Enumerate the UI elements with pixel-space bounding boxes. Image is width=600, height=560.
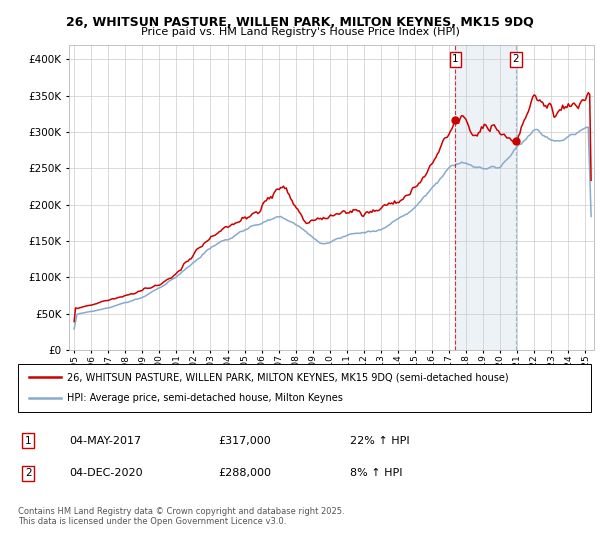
- Text: HPI: Average price, semi-detached house, Milton Keynes: HPI: Average price, semi-detached house,…: [67, 393, 343, 403]
- Text: 26, WHITSUN PASTURE, WILLEN PARK, MILTON KEYNES, MK15 9DQ: 26, WHITSUN PASTURE, WILLEN PARK, MILTON…: [66, 16, 534, 29]
- Text: 2: 2: [25, 468, 32, 478]
- Text: 1: 1: [25, 436, 32, 446]
- Text: £317,000: £317,000: [218, 436, 271, 446]
- Text: Price paid vs. HM Land Registry's House Price Index (HPI): Price paid vs. HM Land Registry's House …: [140, 27, 460, 37]
- Text: 22% ↑ HPI: 22% ↑ HPI: [350, 436, 410, 446]
- Bar: [455, 45, 516, 350]
- Text: Contains HM Land Registry data © Crown copyright and database right 2025.
This d: Contains HM Land Registry data © Crown c…: [18, 507, 344, 526]
- Text: 04-MAY-2017: 04-MAY-2017: [70, 436, 142, 446]
- Text: 1: 1: [452, 54, 459, 64]
- Text: 8% ↑ HPI: 8% ↑ HPI: [350, 468, 403, 478]
- Text: 2: 2: [512, 54, 519, 64]
- Text: 26, WHITSUN PASTURE, WILLEN PARK, MILTON KEYNES, MK15 9DQ (semi-detached house): 26, WHITSUN PASTURE, WILLEN PARK, MILTON…: [67, 372, 508, 382]
- Text: £288,000: £288,000: [218, 468, 272, 478]
- FancyBboxPatch shape: [18, 364, 591, 412]
- Text: 04-DEC-2020: 04-DEC-2020: [70, 468, 143, 478]
